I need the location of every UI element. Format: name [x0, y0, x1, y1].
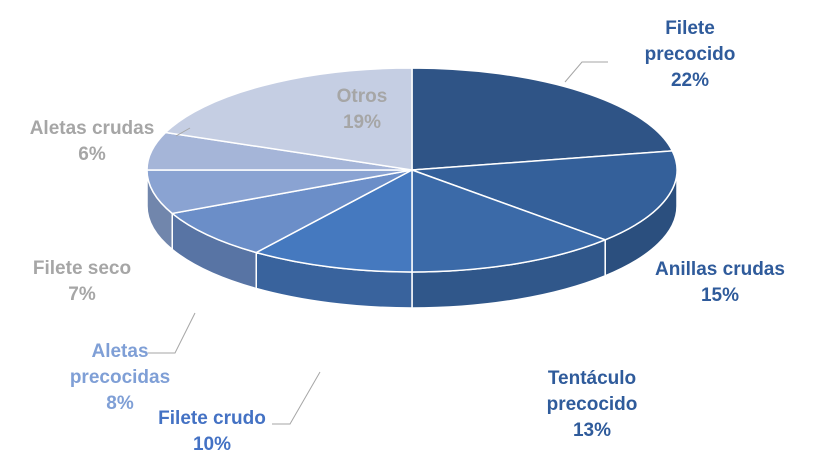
leader-line: [564, 61, 608, 83]
slice-name: Tentáculo precocido: [546, 368, 638, 415]
pie-tops: [146, 67, 678, 273]
leader-line: [272, 371, 321, 425]
slice-label: Anillas crudas 15%: [620, 257, 820, 309]
slice-value: 15%: [700, 285, 740, 306]
slice-name: Aletas crudas: [29, 118, 155, 139]
slice-name: Anillas crudas: [655, 259, 785, 280]
pie-slice: [254, 168, 413, 273]
pie-slice: [411, 150, 678, 241]
slice-label: Aletas crudas 6%: [0, 116, 192, 168]
pie-slice: [146, 169, 413, 215]
leader-lines: [148, 61, 608, 425]
slice-value: 22%: [670, 70, 710, 91]
slice-value: 6%: [78, 144, 106, 165]
leader-line: [175, 127, 191, 137]
slice-label: Aletas precocidas 8%: [55, 339, 185, 417]
slice-label: Otros 19%: [262, 84, 462, 136]
pie-slice: [164, 67, 413, 171]
slice-value: 10%: [192, 434, 232, 455]
slice-name: Otros: [336, 86, 388, 107]
slice-label: Filete crudo 10%: [112, 406, 312, 458]
pie-slice: [170, 169, 413, 254]
slice-value: 19%: [342, 112, 382, 133]
slice-label: Tentáculo precocido 13%: [532, 366, 652, 444]
slice-value: 13%: [572, 420, 612, 441]
slice-value: 7%: [68, 284, 96, 305]
slice-value: 8%: [106, 393, 134, 414]
slice-name: Aletas precocidas: [69, 341, 171, 388]
leader-line: [148, 312, 196, 354]
slice-name: Filete precocido: [644, 18, 736, 65]
slice-name: Filete crudo: [158, 408, 266, 429]
pie-slice: [411, 67, 674, 171]
slice-name: Filete seco: [32, 258, 132, 279]
pie-sides: [146, 169, 678, 309]
pie-slice: [411, 168, 608, 273]
slice-label: Filete seco 7%: [0, 256, 182, 308]
slice-label: Filete precocido 22%: [630, 16, 750, 94]
